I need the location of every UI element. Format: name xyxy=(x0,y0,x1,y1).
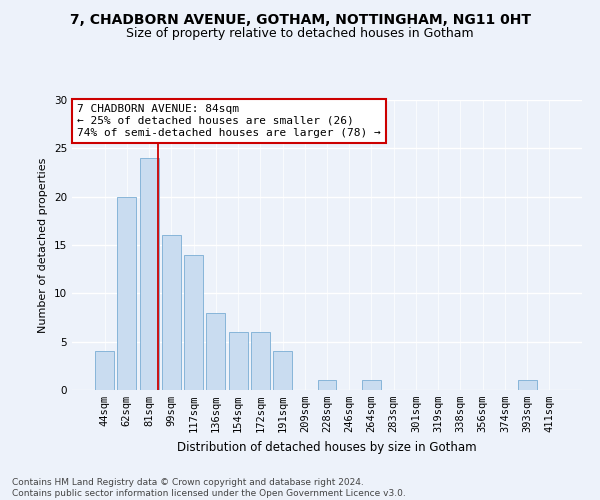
Bar xyxy=(206,312,225,390)
Bar xyxy=(118,196,136,390)
Bar xyxy=(273,352,292,390)
Bar xyxy=(317,380,337,390)
Y-axis label: Number of detached properties: Number of detached properties xyxy=(38,158,49,332)
Text: 7, CHADBORN AVENUE, GOTHAM, NOTTINGHAM, NG11 0HT: 7, CHADBORN AVENUE, GOTHAM, NOTTINGHAM, … xyxy=(70,12,530,26)
Text: Size of property relative to detached houses in Gotham: Size of property relative to detached ho… xyxy=(126,28,474,40)
Bar xyxy=(140,158,158,390)
Bar xyxy=(162,236,181,390)
Text: 7 CHADBORN AVENUE: 84sqm
← 25% of detached houses are smaller (26)
74% of semi-d: 7 CHADBORN AVENUE: 84sqm ← 25% of detach… xyxy=(77,104,381,138)
Bar xyxy=(184,254,203,390)
Bar xyxy=(229,332,248,390)
Bar xyxy=(251,332,270,390)
Bar xyxy=(95,352,114,390)
X-axis label: Distribution of detached houses by size in Gotham: Distribution of detached houses by size … xyxy=(177,440,477,454)
Text: Contains HM Land Registry data © Crown copyright and database right 2024.
Contai: Contains HM Land Registry data © Crown c… xyxy=(12,478,406,498)
Bar xyxy=(362,380,381,390)
Bar xyxy=(518,380,536,390)
